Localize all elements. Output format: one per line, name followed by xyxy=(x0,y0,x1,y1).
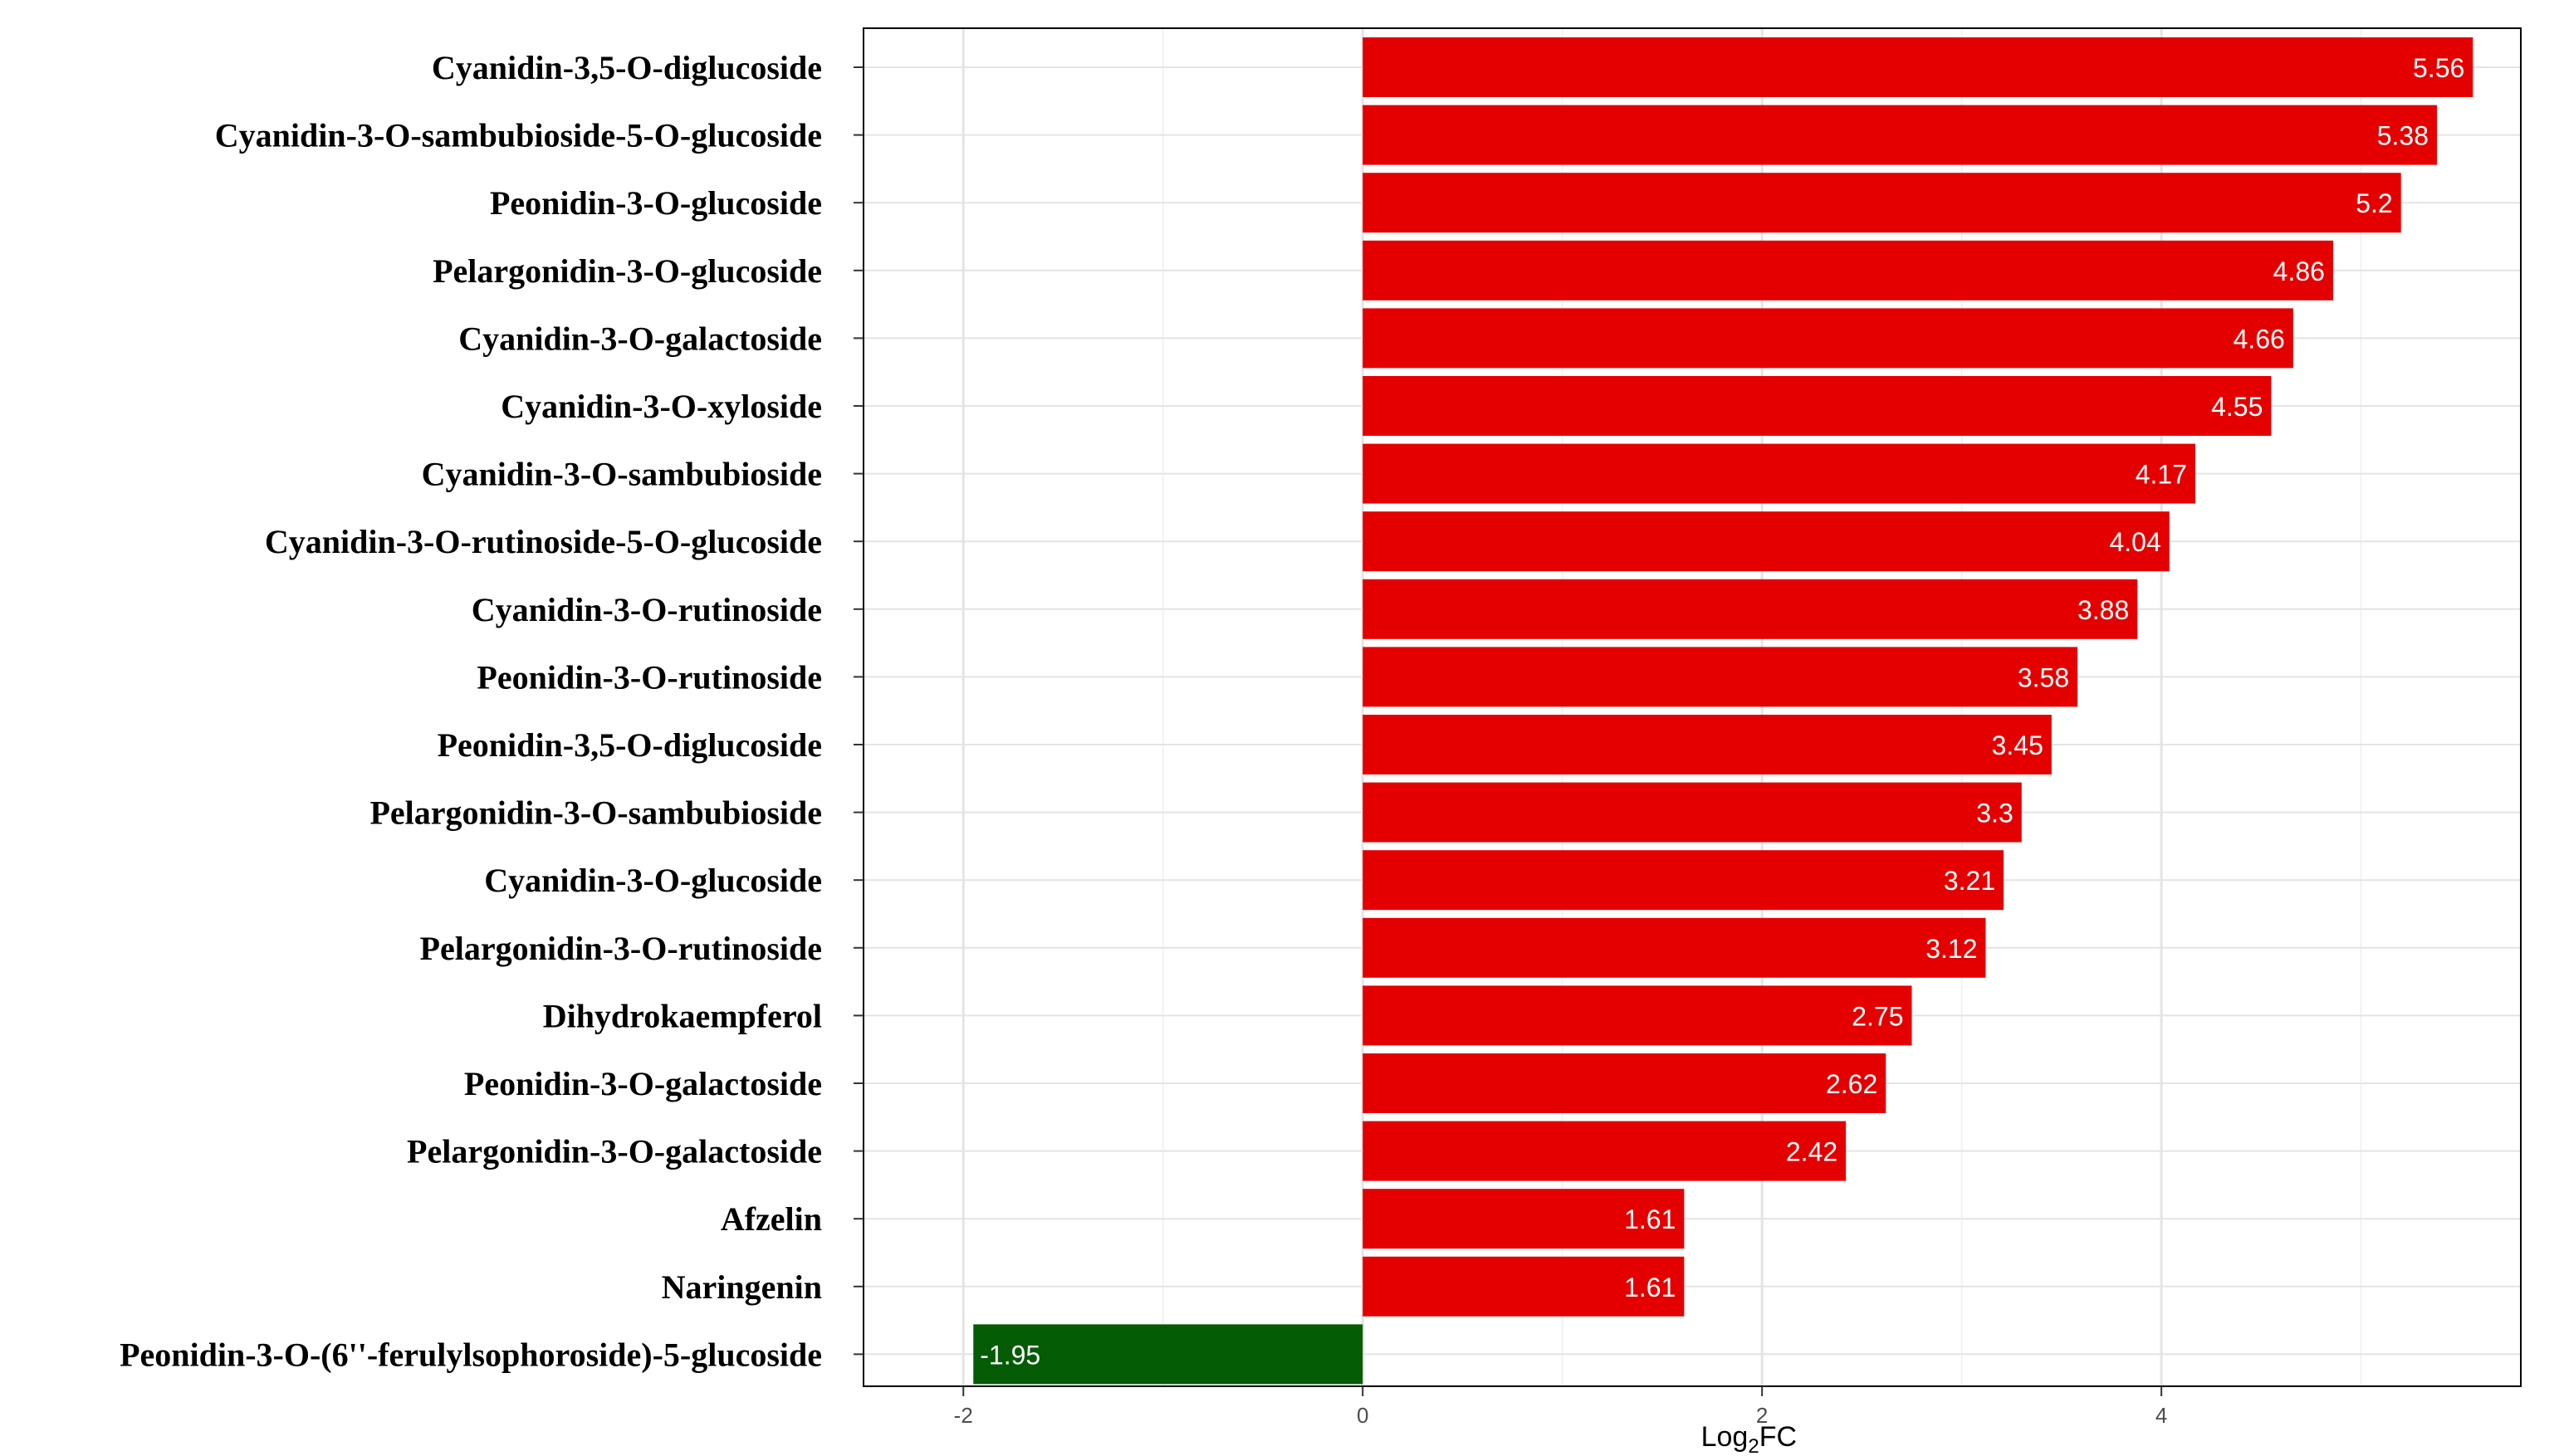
bar xyxy=(973,1324,1363,1385)
bar xyxy=(1363,376,2272,436)
category-label: Pelargonidin-3-O-galactoside xyxy=(407,1133,822,1170)
x-tick-label: -2 xyxy=(954,1403,973,1428)
x-axis-title-subscript: 2 xyxy=(1748,1435,1759,1456)
category-label: Pelargonidin-3-O-sambubioside xyxy=(369,794,822,832)
category-label: Dihydrokaempferol xyxy=(543,997,822,1034)
category-label: Cyanidin-3-O-sambubioside-5-O-glucoside xyxy=(215,117,822,154)
bar-value-label: -1.95 xyxy=(980,1340,1040,1370)
x-axis-title: Log2FC xyxy=(1701,1421,1797,1456)
x-tick-label: 4 xyxy=(2155,1403,2167,1428)
x-tick-label: 2 xyxy=(1756,1403,1768,1428)
bar xyxy=(1363,985,1912,1046)
bar-value-label: 4.17 xyxy=(2136,460,2187,490)
bar xyxy=(1363,782,2022,843)
category-label: Peonidin-3-O-(6''-ferulylsophoroside)-5-… xyxy=(120,1336,822,1373)
category-label: Naringenin xyxy=(662,1268,822,1306)
category-label: Cyanidin-3-O-rutinoside-5-O-glucoside xyxy=(265,523,822,560)
bar xyxy=(1363,173,2401,233)
x-axis-title-suffix: FC xyxy=(1759,1421,1797,1453)
bar-value-label: 2.42 xyxy=(1786,1137,1837,1167)
bar-value-label: 3.3 xyxy=(1976,799,2013,828)
category-label: Peonidin-3-O-rutinoside xyxy=(477,658,822,696)
bar xyxy=(1363,1256,1685,1317)
bar-value-label: 4.86 xyxy=(2273,257,2325,286)
bar-value-label: 3.45 xyxy=(1992,730,2043,760)
bar xyxy=(1363,1121,1847,1181)
category-label: Cyanidin-3-O-rutinoside xyxy=(472,591,822,628)
bar-value-label: 4.04 xyxy=(2109,527,2160,557)
bar-value-label: 4.66 xyxy=(2234,324,2285,354)
category-label: Cyanidin-3-O-xyloside xyxy=(501,388,822,425)
bar xyxy=(1363,715,2052,774)
x-axis-title-base: Log xyxy=(1701,1421,1749,1453)
bar-value-label: 1.61 xyxy=(1624,1204,1676,1234)
x-tick-label: 0 xyxy=(1357,1403,1368,1428)
bar xyxy=(1363,1189,1685,1249)
bar-value-label: 3.88 xyxy=(2077,595,2129,625)
bar xyxy=(1363,1053,1886,1113)
bar xyxy=(1363,917,1986,978)
category-label: Cyanidin-3-O-glucoside xyxy=(484,862,822,899)
bar-value-label: 4.55 xyxy=(2211,392,2263,422)
bar-value-label: 2.62 xyxy=(1826,1069,1877,1099)
bar-value-label: 5.2 xyxy=(2356,188,2392,218)
category-label: Cyanidin-3-O-sambubioside xyxy=(422,456,822,493)
category-label: Afzelin xyxy=(721,1200,822,1238)
bar xyxy=(1363,308,2293,369)
bar xyxy=(1363,37,2473,97)
category-label: Cyanidin-3-O-galactoside xyxy=(458,320,822,357)
category-label: Peonidin-3-O-galactoside xyxy=(464,1065,822,1102)
bar xyxy=(1363,105,2437,165)
bar xyxy=(1363,443,2196,504)
category-label: Pelargonidin-3-O-rutinoside xyxy=(420,930,822,967)
bar xyxy=(1363,850,2004,911)
bar-value-label: 2.75 xyxy=(1852,1001,1903,1031)
bar-value-label: 1.61 xyxy=(1624,1273,1676,1302)
bar xyxy=(1363,579,2138,639)
bar-value-label: 3.58 xyxy=(2018,662,2069,692)
bar xyxy=(1363,511,2170,572)
bar-value-label: 5.38 xyxy=(2377,121,2429,151)
bar-value-label: 3.21 xyxy=(1944,866,1995,896)
category-label: Pelargonidin-3-O-glucoside xyxy=(433,252,822,290)
category-label: Peonidin-3-O-glucoside xyxy=(490,184,822,222)
category-label: Peonidin-3,5-O-diglucoside xyxy=(438,726,822,764)
bar xyxy=(1363,240,2333,300)
bar-value-label: 5.56 xyxy=(2413,53,2464,83)
bar xyxy=(1363,647,2078,707)
panel-border xyxy=(863,27,2522,1387)
category-label: Cyanidin-3,5-O-diglucoside xyxy=(432,49,822,86)
bar-value-label: 3.12 xyxy=(1925,934,1977,964)
